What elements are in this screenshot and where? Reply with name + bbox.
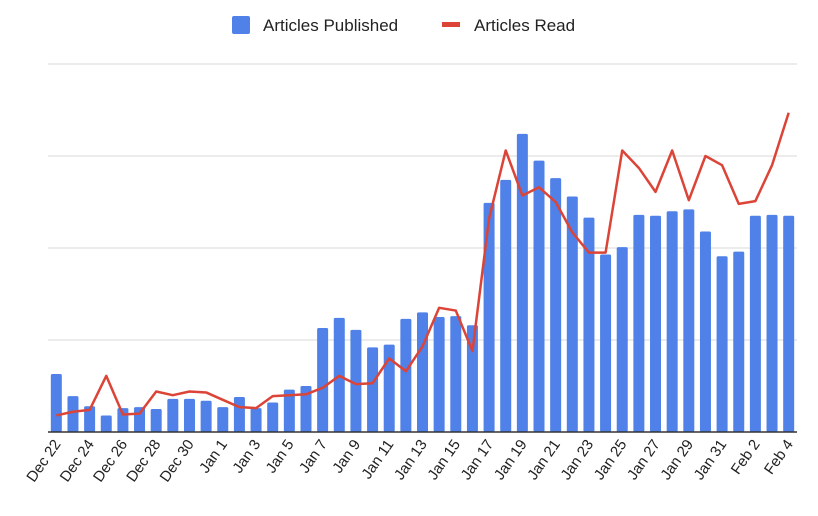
- bar-articles-published: [217, 407, 229, 432]
- bar-articles-published: [200, 400, 212, 432]
- bar-articles-published: [350, 329, 362, 432]
- bar-articles-published: [450, 316, 462, 432]
- legend-label-articles-read: Articles Read: [474, 16, 575, 35]
- bar-articles-published: [716, 256, 728, 432]
- bar-articles-published: [233, 397, 245, 432]
- bar-articles-published: [267, 402, 279, 432]
- legend: Articles Published Articles Read: [232, 16, 575, 35]
- bar-articles-published: [300, 386, 312, 432]
- bar-articles-published: [150, 409, 162, 432]
- bar-articles-published: [683, 209, 695, 432]
- x-tick-label: Dec 24: [57, 437, 98, 486]
- bar-articles-published: [550, 178, 562, 432]
- bar-articles-published: [749, 215, 761, 432]
- bar-articles-published: [616, 247, 628, 432]
- bar-articles-published: [134, 407, 146, 432]
- x-tick-label: Jan 13: [391, 437, 431, 484]
- bar-articles-published: [699, 231, 711, 432]
- bar-articles-published: [633, 214, 645, 432]
- bar-articles-published: [583, 217, 595, 432]
- bar-articles-published: [766, 214, 778, 432]
- bar-articles-published: [600, 254, 612, 432]
- x-tick-label: Jan 19: [491, 437, 531, 484]
- bar-articles-published: [367, 347, 379, 432]
- bar-articles-published: [183, 398, 195, 432]
- x-tick-label: Jan 29: [657, 437, 697, 484]
- bar-articles-published: [100, 415, 112, 432]
- x-tick-label: Jan 7: [296, 437, 331, 477]
- bar-articles-published: [666, 211, 678, 432]
- bar-articles-published: [283, 389, 295, 432]
- bar-articles-published: [650, 215, 662, 432]
- x-tick-label: Jan 3: [229, 437, 264, 477]
- line-articles-read: [56, 112, 790, 417]
- x-tick-label: Feb 4: [761, 437, 797, 478]
- legend-swatch-articles-published: [232, 16, 250, 34]
- x-tick-label: Jan 25: [591, 437, 631, 484]
- bar-articles-published: [733, 251, 745, 432]
- x-tick-label: Jan 17: [458, 437, 498, 484]
- bar-articles-published: [250, 408, 262, 432]
- x-tick-label: Dec 22: [23, 437, 64, 486]
- legend-swatch-articles-read: [442, 22, 460, 27]
- bar-articles-published: [167, 398, 179, 432]
- x-tick-label: Jan 23: [557, 437, 597, 484]
- x-tick-label: Jan 15: [424, 437, 464, 484]
- x-tick-label: Dec 28: [123, 437, 164, 486]
- x-tick-label: Jan 11: [358, 437, 397, 483]
- bar-articles-published: [466, 325, 478, 432]
- x-tick-label: Jan 21: [524, 437, 564, 484]
- x-tick-label: Dec 26: [90, 437, 131, 486]
- x-tick-label: Feb 2: [728, 437, 764, 478]
- x-tick-label: Jan 31: [691, 437, 731, 484]
- bar-articles-published: [50, 374, 62, 432]
- series-line-articles-read: [56, 112, 790, 417]
- bar-articles-published: [84, 406, 96, 432]
- bar-articles-published: [67, 396, 79, 432]
- bar-articles-published: [783, 215, 795, 432]
- bar-articles-published: [317, 328, 329, 432]
- legend-label-articles-published: Articles Published: [263, 16, 398, 35]
- bar-articles-published: [433, 317, 445, 432]
- x-tick-label: Jan 5: [263, 437, 298, 477]
- x-tick-label: Jan 1: [196, 437, 231, 477]
- bar-articles-published: [483, 202, 495, 432]
- bar-articles-published: [417, 312, 428, 432]
- bar-articles-published: [500, 179, 512, 432]
- x-tick-label: Dec 30: [157, 437, 198, 486]
- bar-articles-published: [383, 344, 395, 432]
- x-tick-label: Jan 27: [624, 437, 664, 484]
- bar-articles-published: [533, 160, 545, 432]
- bar-articles-published: [400, 318, 412, 432]
- bar-articles-published: [566, 196, 578, 432]
- bar-articles-published: [516, 133, 528, 433]
